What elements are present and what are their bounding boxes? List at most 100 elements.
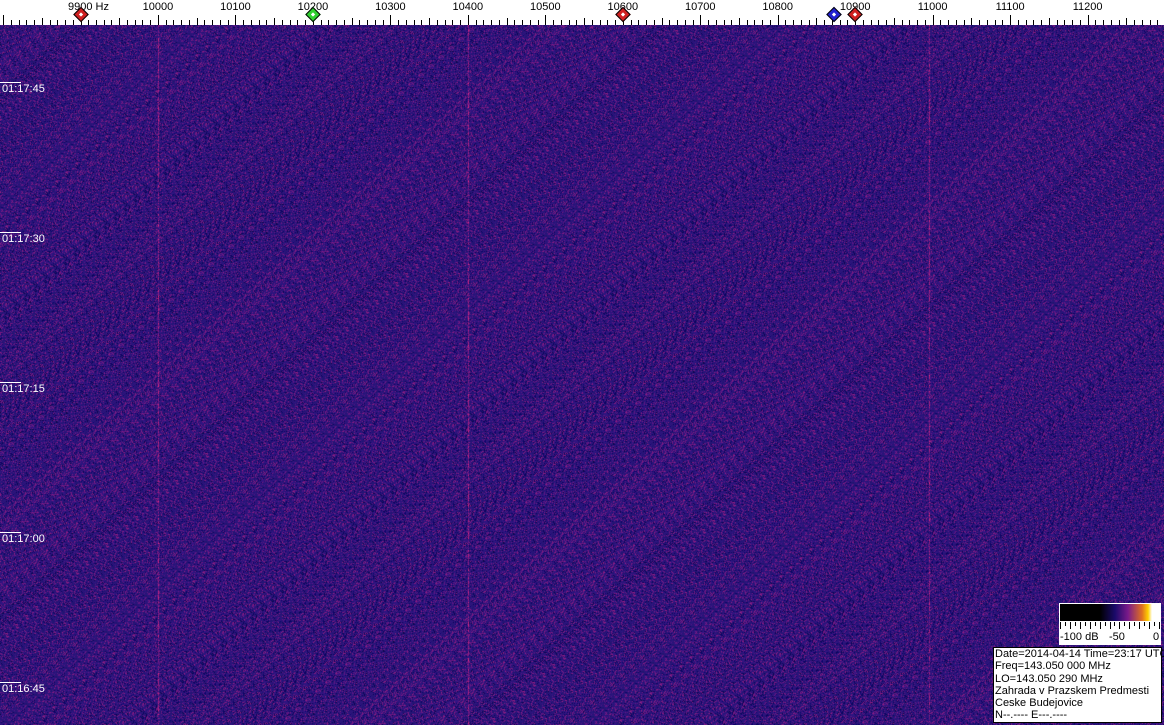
colorbar-label-max: 0 (1153, 631, 1160, 643)
axis-tick (878, 20, 879, 25)
time-label: 01:17:30 (2, 233, 45, 245)
axis-tick (204, 20, 205, 25)
axis-tick (507, 18, 508, 25)
time-label: 01:17:15 (2, 383, 45, 395)
axis-tick (452, 20, 453, 25)
axis-tick-label: 10400 (452, 1, 484, 13)
colorbar-tick (1084, 622, 1086, 626)
axis-tick (375, 20, 376, 25)
axis-tick (1103, 20, 1104, 25)
info-freq: Freq=143.050 000 MHz (995, 660, 1111, 673)
colorbar-label-mid: -50 (1109, 631, 1125, 643)
axis-tick (111, 20, 112, 25)
frequency-axis: 9900 Hz100001010010200103001040010500106… (0, 0, 1164, 25)
axis-tick (344, 20, 345, 25)
axis-tick (1134, 20, 1135, 25)
axis-tick (259, 20, 260, 25)
axis-tick (3, 15, 4, 25)
axis-tick (925, 20, 926, 25)
axis-tick (847, 20, 848, 25)
axis-tick (414, 20, 415, 25)
axis-tick (483, 20, 484, 25)
axis-tick-label: 10700 (684, 1, 716, 13)
axis-tick (243, 20, 244, 25)
axis-tick (42, 18, 43, 25)
axis-tick (801, 20, 802, 25)
axis-tick (274, 18, 275, 25)
axis-tick (65, 20, 66, 25)
axis-tick (646, 20, 647, 25)
axis-tick (778, 15, 779, 25)
axis-tick-label: 11100 (995, 1, 1025, 13)
axis-tick (26, 20, 27, 25)
axis-tick (584, 18, 585, 25)
axis-tick (747, 20, 748, 25)
axis-tick (754, 20, 755, 25)
axis-tick (933, 15, 934, 25)
colorbar-tick (1099, 622, 1101, 629)
axis-tick (1088, 15, 1089, 25)
axis-tick (638, 20, 639, 25)
axis-tick (979, 20, 980, 25)
axis-tick (398, 20, 399, 25)
colorbar-tick (1129, 622, 1131, 629)
axis-tick (840, 20, 841, 25)
axis-tick (11, 20, 12, 25)
waterfall-spectrogram[interactable] (0, 25, 1164, 725)
info-coords: N--.---- E---.---- (995, 709, 1068, 722)
axis-tick (104, 20, 105, 25)
axis-tick (561, 20, 562, 25)
axis-tick (96, 20, 97, 25)
time-marker-line (0, 532, 21, 533)
axis-tick (1033, 20, 1034, 25)
time-label: 01:17:45 (2, 83, 45, 95)
axis-tick (615, 20, 616, 25)
axis-tick (266, 20, 267, 25)
axis-tick (886, 20, 887, 25)
colorbar-tick (1109, 622, 1111, 629)
axis-tick (530, 20, 531, 25)
axis-tick (491, 20, 492, 25)
axis-tick (445, 20, 446, 25)
axis-tick (894, 18, 895, 25)
colorbar-tick (1079, 622, 1081, 629)
axis-tick-label: 11000 (917, 1, 948, 13)
axis-tick (119, 18, 120, 25)
axis-tick (220, 20, 221, 25)
axis-tick (321, 20, 322, 25)
axis-tick (429, 18, 430, 25)
axis-tick (1142, 20, 1143, 25)
axis-tick (871, 20, 872, 25)
time-label: 01:16:45 (2, 683, 45, 695)
axis-tick (352, 18, 353, 25)
axis-tick (545, 15, 546, 25)
axis-tick (909, 20, 910, 25)
axis-tick (522, 20, 523, 25)
time-marker-line (0, 232, 21, 233)
axis-tick-label: 10100 (220, 1, 251, 13)
axis-tick (956, 20, 957, 25)
axis-tick (328, 20, 329, 25)
axis-tick (662, 18, 663, 25)
axis-tick (785, 20, 786, 25)
info-lo: LO=143.050 290 MHz (995, 672, 1103, 685)
axis-tick (235, 15, 236, 25)
info-city: Ceske Budejovice (995, 697, 1084, 710)
axis-tick (166, 20, 167, 25)
color-bar: -100 dB -50 0 (1059, 603, 1161, 645)
axis-tick (1080, 20, 1081, 25)
axis-tick (631, 20, 632, 25)
colorbar-tick (1069, 622, 1071, 629)
info-date: Date=2014-04-14 Time=23:17 UTC (995, 648, 1164, 660)
axis-tick (197, 18, 198, 25)
axis-tick (181, 20, 182, 25)
axis-tick-label: 10300 (375, 1, 406, 13)
colorbar-tick (1104, 622, 1106, 626)
axis-tick (724, 20, 725, 25)
axis-tick (476, 20, 477, 25)
color-gradient (1060, 604, 1160, 621)
colorbar-tick (1124, 622, 1126, 626)
axis-tick (1072, 20, 1073, 25)
axis-tick-label: 10000 (142, 1, 174, 13)
axis-tick (88, 20, 89, 25)
